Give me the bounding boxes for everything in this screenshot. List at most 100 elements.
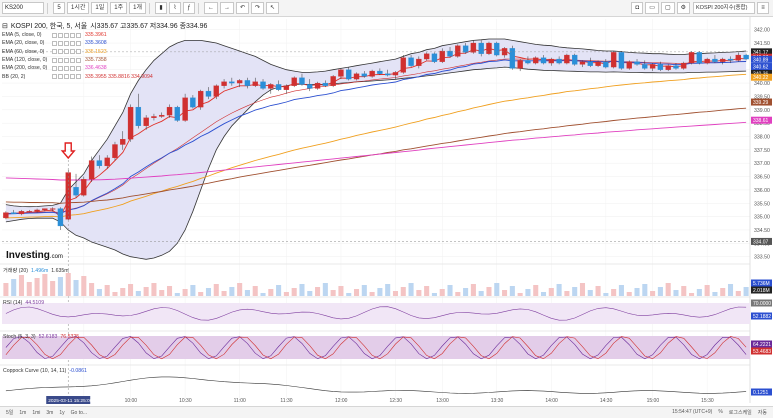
range-button-1y[interactable]: 1y [59, 409, 65, 416]
legend-option-icon[interactable] [64, 40, 69, 46]
gear-icon[interactable]: ⚙ [676, 2, 690, 14]
interval-button-1m[interactable]: 1개 [129, 2, 146, 14]
legend-option-icon[interactable] [76, 57, 81, 63]
interval-button-5[interactable]: 5 [53, 2, 65, 14]
volume-bar [50, 281, 56, 296]
legend-option-icon[interactable] [64, 49, 69, 55]
collapse-icon[interactable]: ⊟ [2, 23, 8, 30]
index-select[interactable]: KOSPI 200지수(종합) [693, 2, 755, 14]
symbol-input[interactable]: KS200 [2, 2, 44, 14]
legend-option-icon[interactable] [76, 32, 81, 38]
range-button-5d[interactable]: 5일 [6, 410, 14, 416]
legend-option-icon[interactable] [76, 40, 81, 46]
legend-name: EMA (200, close, 0) [2, 65, 48, 72]
interval-button-1w[interactable]: 1주 [110, 2, 128, 14]
volume-bar [315, 287, 321, 296]
volume-bar [73, 280, 79, 296]
candle-body [205, 90, 212, 97]
legend-option-icon[interactable] [70, 74, 75, 80]
candle-body [112, 144, 118, 159]
fullscreen-icon[interactable]: ▢ [660, 2, 675, 14]
legend-option-icon[interactable] [58, 49, 63, 55]
stoch-legend-v1: 52.6183 [38, 334, 58, 340]
panel-value-label: 53.4683 [753, 349, 771, 355]
volume-bar [455, 292, 461, 296]
candle-body [174, 106, 180, 121]
undo-icon[interactable]: ↶ [235, 2, 249, 14]
legend-option-icon[interactable] [52, 74, 57, 80]
rsi-legend: RSI (14) 44.5109 [3, 300, 44, 306]
interval-button-1h[interactable]: 1시간 [67, 2, 90, 14]
volume-bar [408, 283, 414, 296]
legend-option-icon[interactable] [52, 40, 57, 46]
volume-bar [283, 292, 289, 296]
stoch-legend-name: Stoch (5, 3, 3) [3, 334, 36, 340]
volume-bar [509, 286, 515, 296]
legend-option-icon[interactable] [70, 32, 75, 38]
legend-option-icon[interactable] [64, 65, 69, 71]
log-scale-toggle[interactable]: 로그스케일 [728, 410, 752, 416]
legend-option-icon[interactable] [76, 74, 81, 80]
legend-option-icon[interactable] [58, 65, 63, 71]
coppock-legend-v1: -0.0861 [69, 368, 87, 374]
legend-option-icon[interactable] [70, 57, 75, 63]
cursor-icon[interactable]: ↖ [266, 2, 280, 14]
legend-option-icon[interactable] [58, 32, 63, 38]
volume-bar [353, 289, 360, 296]
menu-icon[interactable]: ≡ [757, 2, 769, 14]
legend-option-icon[interactable] [64, 32, 69, 38]
volume-bar [174, 293, 180, 296]
candle-body [18, 211, 25, 215]
candle-body [361, 73, 367, 77]
legend-option-icon[interactable] [58, 74, 63, 80]
legend-option-icon[interactable] [64, 57, 69, 63]
legend-option-icon[interactable] [76, 49, 81, 55]
percent-toggle[interactable]: % [718, 409, 723, 415]
volume-bar [673, 290, 679, 296]
indicator-icon[interactable]: ƒ [182, 2, 195, 14]
candle-body [727, 58, 734, 61]
goto-button[interactable]: Go to... [70, 409, 88, 416]
back-arrow-icon[interactable]: ← [203, 2, 218, 14]
layout-icon[interactable]: ▭ [645, 2, 659, 14]
legend-option-icon[interactable] [64, 74, 69, 80]
rsi-band [2, 303, 750, 324]
legend-option-icon[interactable] [52, 65, 57, 71]
volume-bar [424, 286, 430, 296]
volume-bar [322, 283, 328, 296]
legend-option-icon[interactable] [70, 40, 75, 46]
volume-bar [198, 292, 204, 296]
volume-bar [556, 284, 562, 296]
volume-bar [392, 291, 399, 296]
start-time-label: 2025-03-11 15:25:00 [48, 398, 93, 404]
legend-option-icon[interactable] [52, 32, 57, 38]
x-tick-label: 12:00 [335, 398, 348, 404]
redo-icon[interactable]: ↷ [251, 2, 265, 14]
toolbar-right: ◘ ▭ ▢ ⚙ KOSPI 200지수(종합) ≡ [629, 2, 769, 14]
camera-icon[interactable]: ◘ [631, 2, 644, 14]
volume-bar [338, 286, 344, 296]
legend-option-icon[interactable] [52, 57, 57, 63]
candle-type-icon[interactable]: ▮ [154, 2, 167, 14]
legend-option-icon[interactable] [70, 65, 75, 71]
forward-arrow-icon[interactable]: → [219, 2, 234, 14]
legend-option-icon[interactable] [70, 49, 75, 55]
range-button-3m[interactable]: 3m [46, 409, 54, 416]
x-tick-label: 13:00 [436, 398, 449, 404]
auto-scale-toggle[interactable]: 자동 [757, 410, 767, 416]
legend-option-icon[interactable] [76, 65, 81, 71]
legend-option-icon[interactable] [58, 40, 63, 46]
price-label: 340.22 [753, 75, 769, 81]
interval-button-1d[interactable]: 1일 [91, 2, 109, 14]
start-time-box [46, 396, 91, 404]
investing-logo: Investing.com [6, 250, 63, 261]
legend-option-icon[interactable] [52, 49, 57, 55]
toolbar-divider [197, 2, 199, 14]
volume-bar [96, 289, 102, 296]
line-type-icon[interactable]: ⌇ [168, 2, 181, 14]
range-button-1mi[interactable]: 1mi [32, 409, 41, 416]
legend-option-icon[interactable] [58, 57, 63, 63]
range-button-1m[interactable]: 1m [19, 409, 27, 416]
price-chart[interactable]: 342.00341.50341.00340.50340.00339.50339.… [0, 0, 773, 406]
price-axis: 342.00341.50341.00340.50340.00339.50339.… [749, 17, 772, 403]
